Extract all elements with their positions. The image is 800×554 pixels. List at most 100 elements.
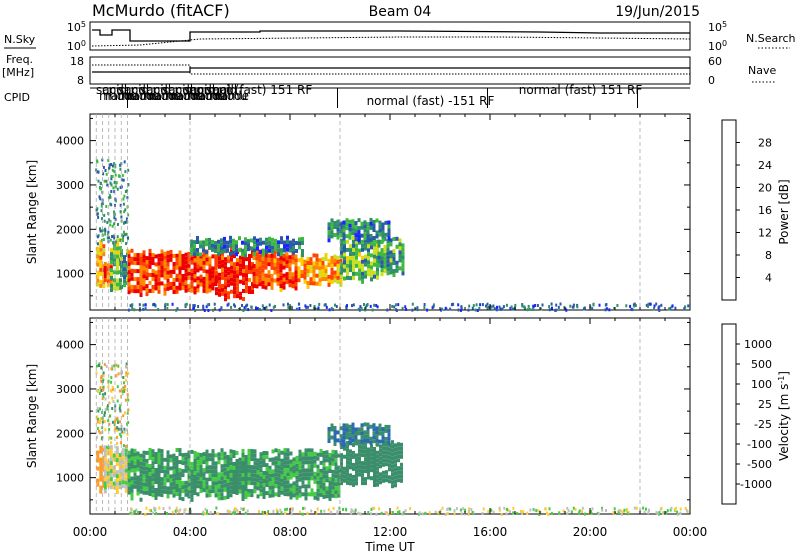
- data-cell: [303, 263, 307, 268]
- data-cell: [184, 484, 188, 489]
- data-cell: [333, 221, 337, 225]
- data-cell: [400, 446, 403, 451]
- data-cell: [163, 477, 167, 482]
- data-cell: [310, 476, 314, 481]
- data-cell: [142, 470, 146, 475]
- data-cell: [119, 278, 122, 283]
- data-cell: [319, 472, 323, 477]
- noise-cell: [114, 420, 116, 424]
- data-cell: [369, 225, 373, 230]
- data-cell: [184, 480, 188, 485]
- noise-cell: [598, 512, 601, 516]
- noise-cell: [351, 509, 353, 513]
- data-cell: [208, 241, 211, 246]
- data-cell: [330, 226, 334, 231]
- data-cell: [283, 476, 287, 481]
- data-cell: [199, 473, 203, 477]
- noise-cell: [121, 174, 124, 177]
- data-cell: [300, 274, 304, 278]
- data-cell: [116, 250, 119, 255]
- noise-cell: [113, 222, 116, 226]
- data-cell: [229, 493, 233, 498]
- data-cell: [139, 485, 143, 490]
- data-cell: [328, 465, 332, 469]
- data-cell: [136, 487, 140, 492]
- data-cell: [328, 457, 332, 461]
- data-cell: [124, 472, 128, 477]
- data-cell: [229, 473, 233, 478]
- data-cell: [400, 462, 403, 467]
- data-cell: [127, 486, 131, 491]
- data-cell: [235, 491, 239, 495]
- data-cell: [327, 282, 331, 287]
- data-cell: [277, 252, 280, 257]
- data-cell: [271, 489, 275, 494]
- data-cell: [381, 435, 385, 440]
- noise-cell: [155, 512, 158, 516]
- data-cell: [169, 474, 173, 479]
- data-cell: [175, 476, 179, 480]
- data-cell: [115, 470, 119, 475]
- data-cell: [178, 492, 182, 497]
- data-cell: [223, 248, 226, 253]
- data-cell: [261, 260, 265, 265]
- data-cell: [232, 242, 235, 247]
- noise-cell: [633, 304, 636, 308]
- data-cell: [136, 455, 140, 460]
- data-cell: [256, 458, 260, 463]
- data-cell: [211, 449, 215, 454]
- data-cell: [148, 256, 152, 261]
- noise-cell: [115, 374, 118, 378]
- data-cell: [370, 460, 373, 465]
- data-cell: [208, 268, 212, 273]
- data-cell: [142, 482, 146, 487]
- data-cell: [389, 238, 393, 243]
- data-cell: [106, 459, 110, 464]
- data-cell: [163, 287, 167, 292]
- data-cell: [184, 276, 188, 281]
- data-cell: [244, 475, 248, 479]
- data-cell: [163, 473, 167, 478]
- noise-cell: [354, 508, 357, 512]
- data-cell: [328, 461, 332, 465]
- noise-cell: [460, 512, 463, 516]
- noise-cell: [174, 509, 177, 513]
- noise-cell: [565, 308, 568, 312]
- data-cell: [370, 277, 373, 282]
- data-cell: [324, 253, 328, 257]
- noise-cell: [658, 309, 661, 312]
- data-cell: [169, 269, 173, 274]
- noise-cell: [674, 506, 677, 510]
- noise-cell: [393, 305, 396, 309]
- data-cell: [307, 468, 311, 473]
- data-cell: [265, 241, 268, 246]
- data-cell: [343, 240, 346, 245]
- data-cell: [364, 441, 367, 446]
- data-cell: [351, 227, 355, 232]
- data-cell: [169, 273, 173, 278]
- data-cell: [166, 490, 170, 495]
- noise-cell: [113, 180, 116, 184]
- noise-cell: [193, 304, 196, 308]
- data-cell: [389, 270, 393, 275]
- data-cell: [193, 254, 197, 259]
- data-cell: [154, 282, 158, 287]
- data-cell: [218, 280, 221, 285]
- noise-cell: [378, 507, 381, 511]
- data-cell: [273, 266, 277, 271]
- noise-cell: [114, 217, 117, 221]
- data-cell: [289, 471, 293, 476]
- data-cell: [384, 428, 388, 433]
- noise-cell: [168, 506, 171, 510]
- data-cell: [380, 248, 384, 253]
- data-cell: [106, 267, 110, 272]
- data-cell: [289, 495, 293, 500]
- noise-cell: [625, 304, 628, 308]
- data-cell: [133, 261, 137, 266]
- data-cell: [99, 247, 103, 252]
- data-cell: [280, 450, 284, 455]
- data-cell: [283, 240, 286, 245]
- data-cell: [96, 274, 100, 279]
- noise-cell: [125, 373, 128, 377]
- noise-cell: [526, 308, 529, 312]
